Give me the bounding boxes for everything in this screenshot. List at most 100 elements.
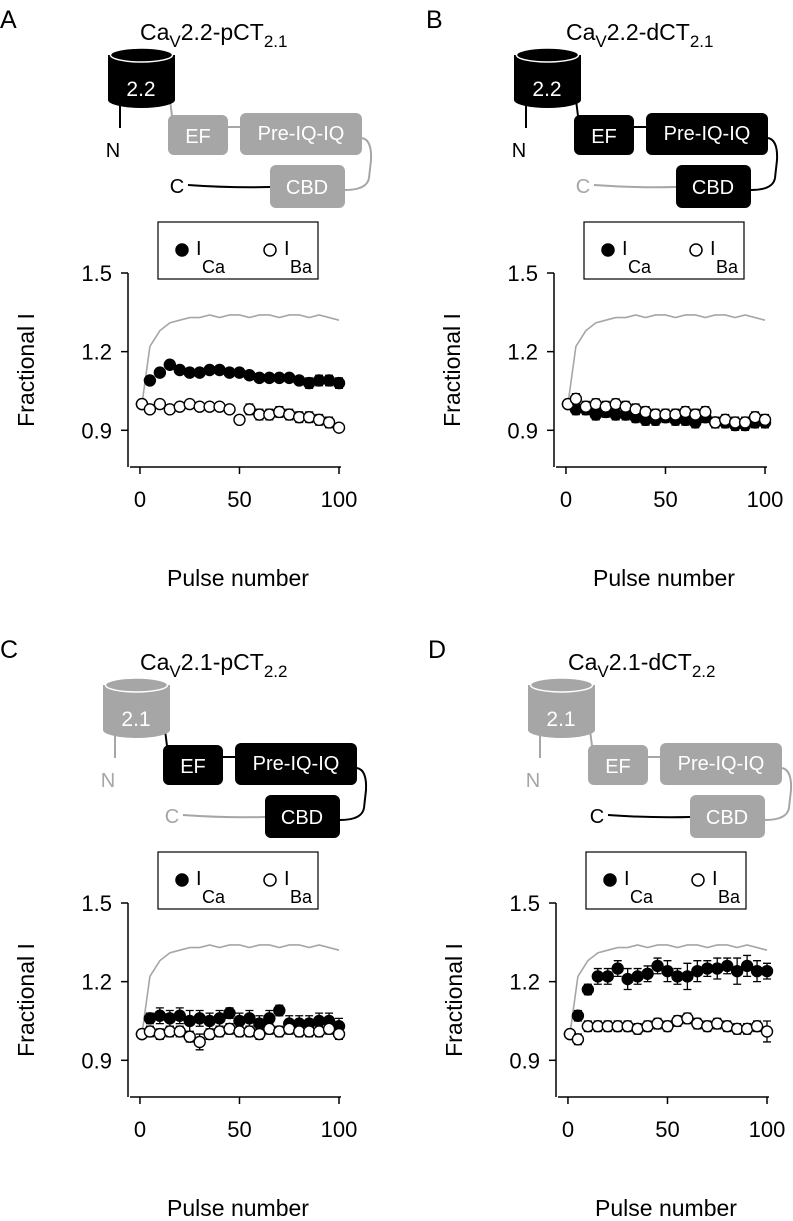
panel-letter: B	[426, 6, 443, 34]
channel-top	[104, 677, 169, 693]
data-point	[273, 1025, 286, 1038]
data-point	[681, 1012, 694, 1025]
channel-label: 2.2	[532, 78, 561, 101]
data-point	[689, 408, 702, 421]
diagram: 2.2 N EF Pre-IQ-IQ CBD C	[512, 47, 779, 208]
x-tick-label: 0	[562, 1117, 574, 1142]
ef-label: EF	[591, 126, 617, 148]
y-tick-label: 1.2	[507, 340, 538, 365]
data-point	[173, 1025, 186, 1038]
c-tail	[182, 814, 266, 819]
cbd-label: CBD	[692, 177, 734, 199]
x-axis-label: Pulse number	[595, 1195, 737, 1221]
ef-label: EF	[180, 756, 206, 778]
data-point	[193, 1035, 206, 1049]
data-point	[292, 374, 306, 387]
data-point	[273, 405, 286, 419]
preiq-label: Pre-IQ-IQ	[678, 753, 765, 775]
data-point	[312, 413, 326, 427]
legend-marker	[601, 243, 615, 257]
data-point	[163, 1012, 177, 1025]
y-tick-label: 1.5	[509, 891, 540, 916]
channel-bottom	[514, 92, 581, 108]
data-point	[631, 1022, 644, 1036]
data-point	[243, 1025, 256, 1038]
legend-label-sub: Ba	[718, 887, 741, 907]
data-point	[720, 959, 734, 973]
x-tick-label: 100	[749, 1117, 786, 1142]
data-point	[283, 408, 296, 421]
c-terminus: C	[170, 176, 184, 198]
data-point	[619, 400, 632, 413]
data-point	[651, 959, 664, 973]
data-point	[661, 1020, 674, 1033]
panel-title: CaV2.2-dCT2.1	[566, 19, 713, 51]
y-axis-label: Fractional I	[439, 313, 465, 427]
data-point	[322, 1022, 336, 1036]
ef-box	[168, 115, 228, 155]
data-point	[153, 1027, 167, 1041]
data-point	[760, 1025, 774, 1038]
data-point	[143, 403, 157, 416]
data-point	[243, 403, 256, 416]
legend-marker	[603, 873, 617, 887]
x-tick-label: 100	[321, 1117, 358, 1142]
data-point	[183, 1014, 196, 1028]
data-point	[183, 1030, 196, 1043]
data-point	[571, 1009, 585, 1022]
data-point	[143, 1025, 157, 1038]
data-point	[153, 1009, 167, 1022]
data-point	[243, 369, 256, 382]
data-point	[213, 363, 226, 377]
x-tick-label: 100	[747, 487, 784, 512]
preiq-box	[660, 743, 782, 785]
ef-box	[588, 745, 648, 785]
data-point	[143, 374, 157, 387]
data-point	[283, 1022, 296, 1036]
data-point	[312, 1025, 326, 1038]
legend-label: I	[710, 238, 716, 260]
y-axis-label: Fractional I	[13, 943, 39, 1057]
title-part: 2.2	[264, 662, 288, 681]
x-tick-label: 0	[560, 487, 572, 512]
data-point	[173, 1009, 186, 1022]
data-point	[203, 1027, 216, 1041]
x-tick-label: 0	[134, 1117, 146, 1142]
title-part: 2.1	[264, 32, 288, 51]
data-point	[173, 363, 186, 377]
data-point	[711, 962, 724, 975]
cbd-box	[676, 165, 751, 208]
legend-label-sub: Ba	[716, 257, 739, 277]
data-point	[233, 366, 246, 379]
legend-label-sub: Ba	[290, 257, 313, 277]
title-part: V	[597, 662, 609, 681]
data-point	[651, 1017, 664, 1030]
data-point	[213, 1025, 226, 1038]
cbd-label: CBD	[706, 807, 748, 829]
c-terminus: C	[590, 806, 604, 828]
ef-box	[574, 115, 634, 155]
cbd-box	[265, 795, 340, 838]
data-point	[283, 371, 296, 385]
data-point	[332, 421, 346, 434]
data-point	[253, 1027, 266, 1041]
title-part: Ca	[566, 19, 596, 45]
data-point	[233, 413, 246, 427]
y-tick-label: 0.9	[509, 1048, 540, 1073]
data-point	[629, 403, 642, 416]
data-point	[143, 1012, 157, 1025]
n-terminus: N	[106, 140, 120, 162]
panel-letter: D	[428, 636, 446, 664]
x-axis-label: Pulse number	[167, 1195, 309, 1221]
n-terminus: N	[101, 770, 115, 792]
cbd-link	[344, 137, 373, 191]
cbd-link	[764, 767, 793, 821]
legend-marker	[175, 873, 189, 887]
diagram: 2.1 N EF Pre-IQ-IQ CBD C	[526, 677, 793, 838]
y-tick-label: 1.2	[509, 970, 540, 995]
data-point	[641, 1020, 654, 1033]
legend-marker	[175, 243, 189, 257]
